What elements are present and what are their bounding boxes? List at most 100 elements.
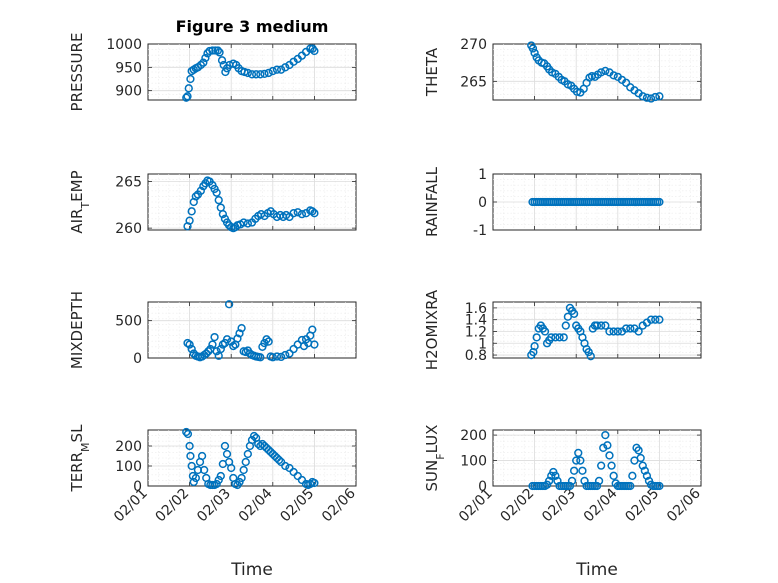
y-tick-label: 900	[115, 84, 142, 100]
x-axis-label: Time	[230, 560, 273, 580]
data-point	[574, 448, 583, 458]
data-point	[306, 44, 315, 53]
data-point	[208, 340, 217, 349]
x-tick-label: 02/06	[664, 485, 704, 525]
subplot-h2omixra: 0.811.21.41.6 H2OMIXRA	[423, 289, 702, 370]
data-point	[545, 476, 554, 486]
data-point	[655, 315, 664, 324]
data-point	[628, 471, 637, 480]
data-point	[186, 74, 195, 84]
data-point	[281, 63, 290, 72]
x-axis-label: Time	[575, 560, 618, 580]
data-point	[264, 337, 273, 346]
data-point	[569, 466, 579, 475]
data-point	[247, 70, 257, 79]
data-point	[626, 324, 635, 333]
y-tick-label: 200	[115, 439, 142, 455]
data-point	[212, 479, 221, 489]
y-tick-label: 200	[460, 428, 487, 444]
data-point	[586, 352, 595, 361]
data-point	[262, 335, 271, 344]
data-point	[243, 449, 252, 459]
data-point	[638, 92, 647, 101]
data-point	[605, 327, 614, 336]
data-point	[605, 451, 614, 460]
data-point	[597, 68, 606, 77]
y-tick-label: 100	[460, 454, 487, 470]
y-tick-label: 1000	[106, 37, 142, 53]
x-tick-label: 02/02	[498, 486, 538, 526]
data-point	[272, 352, 282, 361]
data-point	[243, 68, 252, 78]
data-point	[252, 70, 261, 79]
data-point	[642, 93, 652, 102]
data-point	[592, 481, 602, 491]
y-tick-label: 265	[115, 174, 142, 190]
data-point	[191, 473, 200, 483]
data-point	[256, 70, 265, 79]
x-tick-label: 02/05	[277, 486, 317, 526]
data-point	[241, 457, 250, 467]
data-point	[285, 349, 294, 358]
data-point	[597, 461, 606, 470]
y-tick-label: 0	[133, 479, 142, 495]
data-point	[597, 321, 606, 330]
y-tick-label: 1	[478, 167, 487, 183]
data-point	[609, 327, 618, 336]
data-point	[551, 471, 560, 480]
data-point	[594, 476, 604, 486]
data-point	[201, 53, 210, 63]
data-point	[572, 87, 582, 96]
data-point	[651, 92, 660, 102]
data-point	[272, 65, 282, 74]
data-point	[621, 324, 631, 333]
data-point	[187, 344, 196, 354]
data-point	[204, 347, 213, 356]
x-tick-label: 02/01	[111, 486, 151, 526]
data-point	[239, 465, 248, 475]
data-point	[200, 465, 209, 475]
y-tick-label: 1.4	[465, 313, 487, 329]
y-axis-label: TERRMSL	[68, 424, 92, 493]
data-point	[183, 429, 193, 439]
y-tick-label: 0	[478, 479, 487, 495]
data-point	[268, 66, 277, 76]
x-tick-label: 02/03	[194, 486, 234, 526]
data-point	[655, 481, 664, 491]
data-point	[646, 94, 656, 103]
data-point	[224, 300, 234, 309]
data-point	[211, 46, 220, 55]
data-point	[186, 451, 195, 461]
data-point	[613, 327, 622, 336]
data-point	[276, 65, 286, 74]
data-point	[217, 56, 227, 65]
data-point	[308, 207, 317, 216]
data-point	[185, 216, 194, 225]
data-point	[218, 209, 228, 219]
y-axis-label: RAINFALL	[423, 166, 441, 237]
data-point	[183, 92, 192, 101]
y-tick-label: 0	[478, 195, 487, 211]
data-point	[561, 321, 570, 330]
data-point	[569, 309, 579, 318]
data-point	[210, 332, 219, 342]
y-tick-label: 0.8	[465, 348, 487, 364]
y-axis-label: THETA	[423, 47, 441, 97]
y-tick-label: 1.2	[465, 324, 487, 340]
data-point	[621, 78, 631, 87]
data-point	[559, 333, 568, 342]
data-point	[601, 430, 610, 440]
data-point	[185, 340, 194, 349]
x-tick-label: 02/04	[236, 485, 276, 525]
data-point	[646, 315, 656, 324]
y-tick-label: 1.6	[465, 301, 487, 317]
data-point	[274, 455, 284, 465]
data-point	[547, 333, 556, 342]
data-point	[214, 475, 223, 485]
y-tick-label: 500	[115, 314, 142, 330]
data-point	[276, 352, 286, 362]
data-point	[642, 471, 652, 480]
data-point	[308, 325, 317, 334]
data-point	[212, 188, 221, 197]
data-point	[530, 48, 539, 58]
